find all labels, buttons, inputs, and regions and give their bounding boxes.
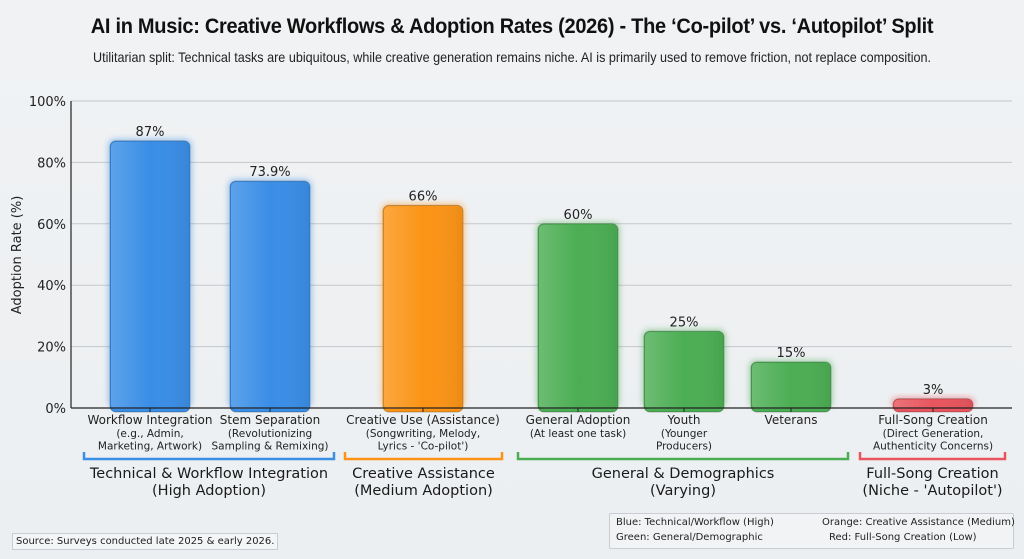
x-axis-labels: Workflow Integration(e.g., Admin,Marketi… — [87, 408, 993, 453]
source-note: Source: Surveys conducted late 2025 & ea… — [12, 533, 279, 550]
x-tick-label: Stem Separation — [220, 413, 320, 427]
bar-value-label: 66% — [409, 189, 438, 204]
chart-title: AI in Music: Creative Workflows & Adopti… — [90, 14, 934, 38]
bar-sheen — [752, 362, 830, 409]
x-tick-sublabel: Sampling & Remixing) — [212, 441, 329, 453]
bars: 87% 73.9% 66% 60% 25% 15% 3% — [108, 125, 975, 413]
x-tick-sublabel: (Younger — [661, 428, 708, 440]
legend: Blue: Technical/Workflow (High) Orange: … — [609, 513, 1015, 549]
x-tick-label: Youth — [667, 413, 701, 427]
group-label: (Varying) — [650, 483, 716, 499]
y-tick-label: 80% — [37, 156, 66, 171]
x-tick-label: Creative Use (Assistance) — [346, 413, 500, 427]
bar-sheen — [111, 141, 189, 409]
x-tick-label: Full-Song Creation — [878, 413, 988, 427]
legend-item-green: Green: General/Demographic — [616, 532, 763, 543]
y-tick-label: 40% — [37, 279, 66, 294]
x-tick-sublabel: Producers) — [656, 441, 712, 453]
legend-item-orange: Orange: Creative Assistance (Medium) — [822, 517, 1015, 528]
x-tick-sublabel: (Direct Generation, — [883, 428, 984, 440]
bar-sheen — [539, 224, 617, 409]
group-label: Technical & Workflow Integration — [89, 466, 328, 482]
legend-item-blue: Blue: Technical/Workflow (High) — [616, 517, 774, 528]
x-tick-sublabel: (At least one task) — [530, 428, 626, 440]
bar-value-label: 73.9% — [249, 165, 290, 180]
bar-value-label: 60% — [564, 208, 593, 223]
x-tick-sublabel: Authenticity Concerns) — [873, 441, 993, 453]
x-tick-sublabel: Marketing, Artwork) — [98, 441, 202, 453]
y-tick-label: 100% — [29, 95, 66, 110]
y-axis-ticks: 0% 20% 40% 60% 80% 100% — [29, 95, 66, 417]
x-tick-label: Veterans — [765, 413, 818, 427]
group-label: (Medium Adoption) — [354, 483, 493, 499]
bar-value-label: 15% — [777, 346, 806, 361]
x-tick-sublabel: (Revolutionizing — [228, 428, 312, 440]
group-label: (High Adoption) — [152, 483, 266, 499]
x-tick-sublabel: (e.g., Admin, — [116, 428, 183, 440]
bar-sheen — [894, 399, 972, 409]
y-tick-label: 60% — [37, 218, 66, 233]
bar-sheen — [231, 182, 309, 409]
bar-sheen — [645, 332, 723, 409]
legend-item-red: Red: Full-Song Creation (Low) — [829, 532, 977, 543]
group-bracket — [343, 452, 504, 461]
bar-sheen — [384, 206, 462, 409]
group-bracket — [858, 452, 1007, 461]
group-bracket — [82, 452, 336, 461]
group-label: (Niche - 'Autopilot') — [862, 483, 1002, 499]
x-tick-sublabel: Lyrics - 'Co-pilot') — [378, 441, 469, 453]
x-tick-label: General Adoption — [526, 413, 631, 427]
x-tick-sublabel: (Songwriting, Melody, — [366, 428, 480, 440]
group-label: General & Demographics — [592, 466, 775, 482]
bar-value-label: 87% — [136, 125, 165, 140]
x-tick-label: Workflow Integration — [87, 413, 212, 427]
group-label: Creative Assistance — [352, 466, 495, 482]
group-brackets: Technical & Workflow Integration(High Ad… — [82, 452, 1007, 499]
y-tick-label: 0% — [45, 402, 66, 417]
bar-value-label: 25% — [670, 315, 699, 330]
group-label: Full-Song Creation — [866, 466, 998, 482]
chart-subtitle: Utilitarian split: Technical tasks are u… — [92, 49, 932, 65]
bar-value-label: 3% — [923, 383, 944, 398]
y-axis-label: Adoption Rate (%) — [10, 196, 25, 315]
group-bracket — [516, 452, 850, 461]
y-tick-label: 20% — [37, 341, 66, 356]
